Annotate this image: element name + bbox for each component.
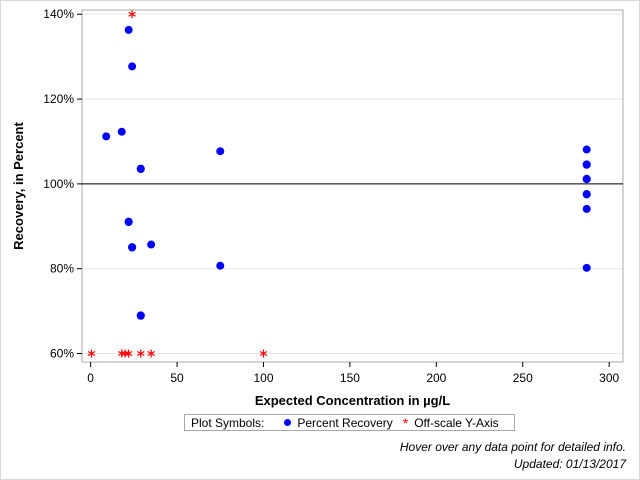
data-point-percent-recovery xyxy=(136,164,145,173)
data-point-off-scale xyxy=(124,349,133,358)
x-tick-label: 250 xyxy=(513,371,533,385)
y-tick-label: 80% xyxy=(50,262,74,276)
data-point-percent-recovery xyxy=(582,174,591,183)
y-tick-label: 100% xyxy=(43,177,74,191)
legend-asterisk-icon: * xyxy=(402,414,409,431)
data-point-percent-recovery xyxy=(216,147,225,156)
data-point-percent-recovery xyxy=(147,240,156,249)
data-point-percent-recovery xyxy=(124,25,133,34)
data-point-percent-recovery xyxy=(128,243,137,252)
data-point-percent-recovery xyxy=(582,160,591,169)
data-point-percent-recovery xyxy=(216,261,225,270)
x-tick-label: 300 xyxy=(599,371,619,385)
data-point-percent-recovery xyxy=(582,190,591,199)
data-point-off-scale xyxy=(147,349,155,358)
hover-note: Hover over any data point for detailed i… xyxy=(399,440,626,454)
plot-area-border xyxy=(81,9,624,363)
data-point-percent-recovery xyxy=(136,311,145,320)
x-tick-label: 100 xyxy=(253,371,273,385)
legend-label-off-scale: Off-scale Y-Axis xyxy=(414,415,499,430)
y-axis-title: Recovery, in Percent xyxy=(11,122,26,250)
x-axis-title: Expected Concentration in µg/L xyxy=(255,393,450,408)
updated-note: Updated: 01/13/2017 xyxy=(513,457,626,471)
y-tick-label: 120% xyxy=(43,92,74,106)
data-point-percent-recovery xyxy=(124,217,133,226)
legend-circle-icon xyxy=(284,419,292,426)
x-tick-label: 150 xyxy=(340,371,360,385)
x-tick-label: 0 xyxy=(87,371,94,385)
x-tick-label: 50 xyxy=(170,371,184,385)
data-point-off-scale xyxy=(128,10,136,19)
data-point-percent-recovery xyxy=(102,132,111,141)
legend-label-percent-recovery: Percent Recovery xyxy=(297,415,393,430)
data-point-off-scale xyxy=(259,349,268,358)
y-tick-label: 140% xyxy=(43,7,74,21)
y-tick-label: 60% xyxy=(50,347,74,361)
x-tick-label: 200 xyxy=(426,371,446,385)
legend-title: Plot Symbols: xyxy=(191,415,265,430)
data-point-percent-recovery xyxy=(582,145,591,154)
legend: Plot Symbols: Percent Recovery * Off-sca… xyxy=(184,414,515,431)
data-point-percent-recovery xyxy=(582,204,591,213)
data-point-off-scale xyxy=(136,349,145,358)
data-point-percent-recovery xyxy=(117,127,126,136)
data-point-off-scale xyxy=(87,349,96,358)
data-point-percent-recovery xyxy=(128,62,137,71)
data-point-percent-recovery xyxy=(582,263,591,272)
